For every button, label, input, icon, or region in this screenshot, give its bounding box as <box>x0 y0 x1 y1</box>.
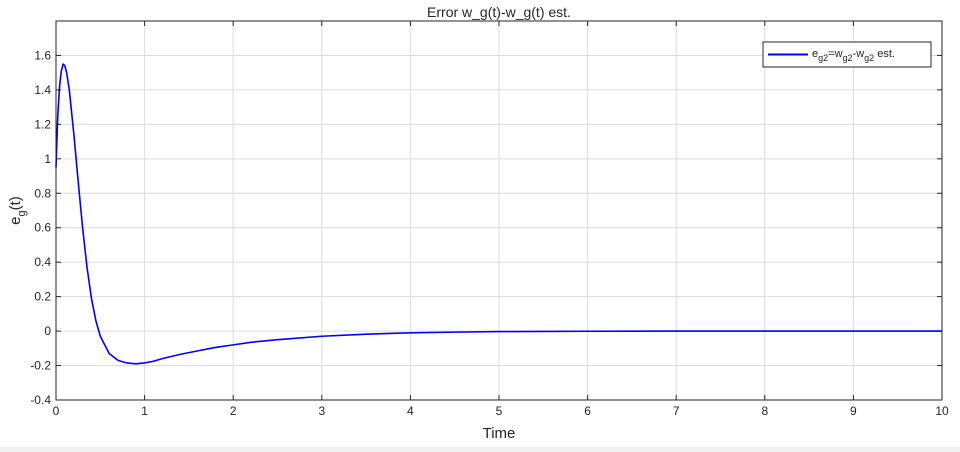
legend-label-part: -w <box>853 48 865 60</box>
series-group <box>55 63 942 365</box>
ticks: 0 1 2 3 4 5 6 7 8 9 10 -0.4 -0.2 0 0.2 0.4 0.6 0.8 1 1.2 1.4… <box>30 21 949 418</box>
series-line <box>55 63 942 365</box>
y-tick-label: 0.8 <box>34 186 51 200</box>
y-tick-label: 1.4 <box>34 83 51 97</box>
y-tick-label: -0.4 <box>30 393 51 407</box>
legend-label-part: =w <box>828 48 842 60</box>
y-axis-label: eg(t) <box>7 196 28 225</box>
legend-label-part: e <box>812 48 818 60</box>
y-tick-label: 1 <box>44 152 51 166</box>
y-tick-label: 0.2 <box>34 290 51 304</box>
x-tick-label: 9 <box>850 404 857 418</box>
x-tick-label: 5 <box>496 404 503 418</box>
legend[interactable]: eg2=wg2-wg2 est. <box>762 41 932 68</box>
y-axis-label-sub: g <box>16 210 28 216</box>
x-tick-label: 10 <box>935 404 949 418</box>
x-tick-label: 4 <box>407 404 414 418</box>
x-tick-label: 3 <box>318 404 325 418</box>
x-tick-label: 2 <box>230 404 237 418</box>
legend-label-part: est. <box>874 48 895 60</box>
y-tick-label: 0 <box>44 324 51 338</box>
y-axis-label-base: e <box>7 216 24 224</box>
y-tick-label: 0.4 <box>34 255 51 269</box>
x-tick-label: 0 <box>53 404 60 418</box>
y-tick-label: 0.6 <box>34 221 51 235</box>
y-tick-label: -0.2 <box>30 359 51 373</box>
x-axis-label: Time <box>483 425 516 442</box>
x-tick-label: 8 <box>761 404 768 418</box>
x-tick-label: 7 <box>673 404 680 418</box>
x-tick-label: 6 <box>584 404 591 418</box>
y-tick-label: 1.6 <box>34 48 51 62</box>
grid <box>55 21 943 401</box>
legend-label-part: g2 <box>818 53 828 63</box>
x-tick-label: 1 <box>141 404 148 418</box>
axes-box <box>55 20 943 401</box>
legend-label-part: g2 <box>843 53 853 63</box>
y-axis-label-suffix: (t) <box>7 196 24 210</box>
chart-title: Error w_g(t)-w_g(t) est. <box>427 4 571 20</box>
legend-label-part: g2 <box>864 53 874 63</box>
y-tick-label: 1.2 <box>34 117 51 131</box>
legend-label: eg2=wg2-wg2 est. <box>812 48 895 63</box>
